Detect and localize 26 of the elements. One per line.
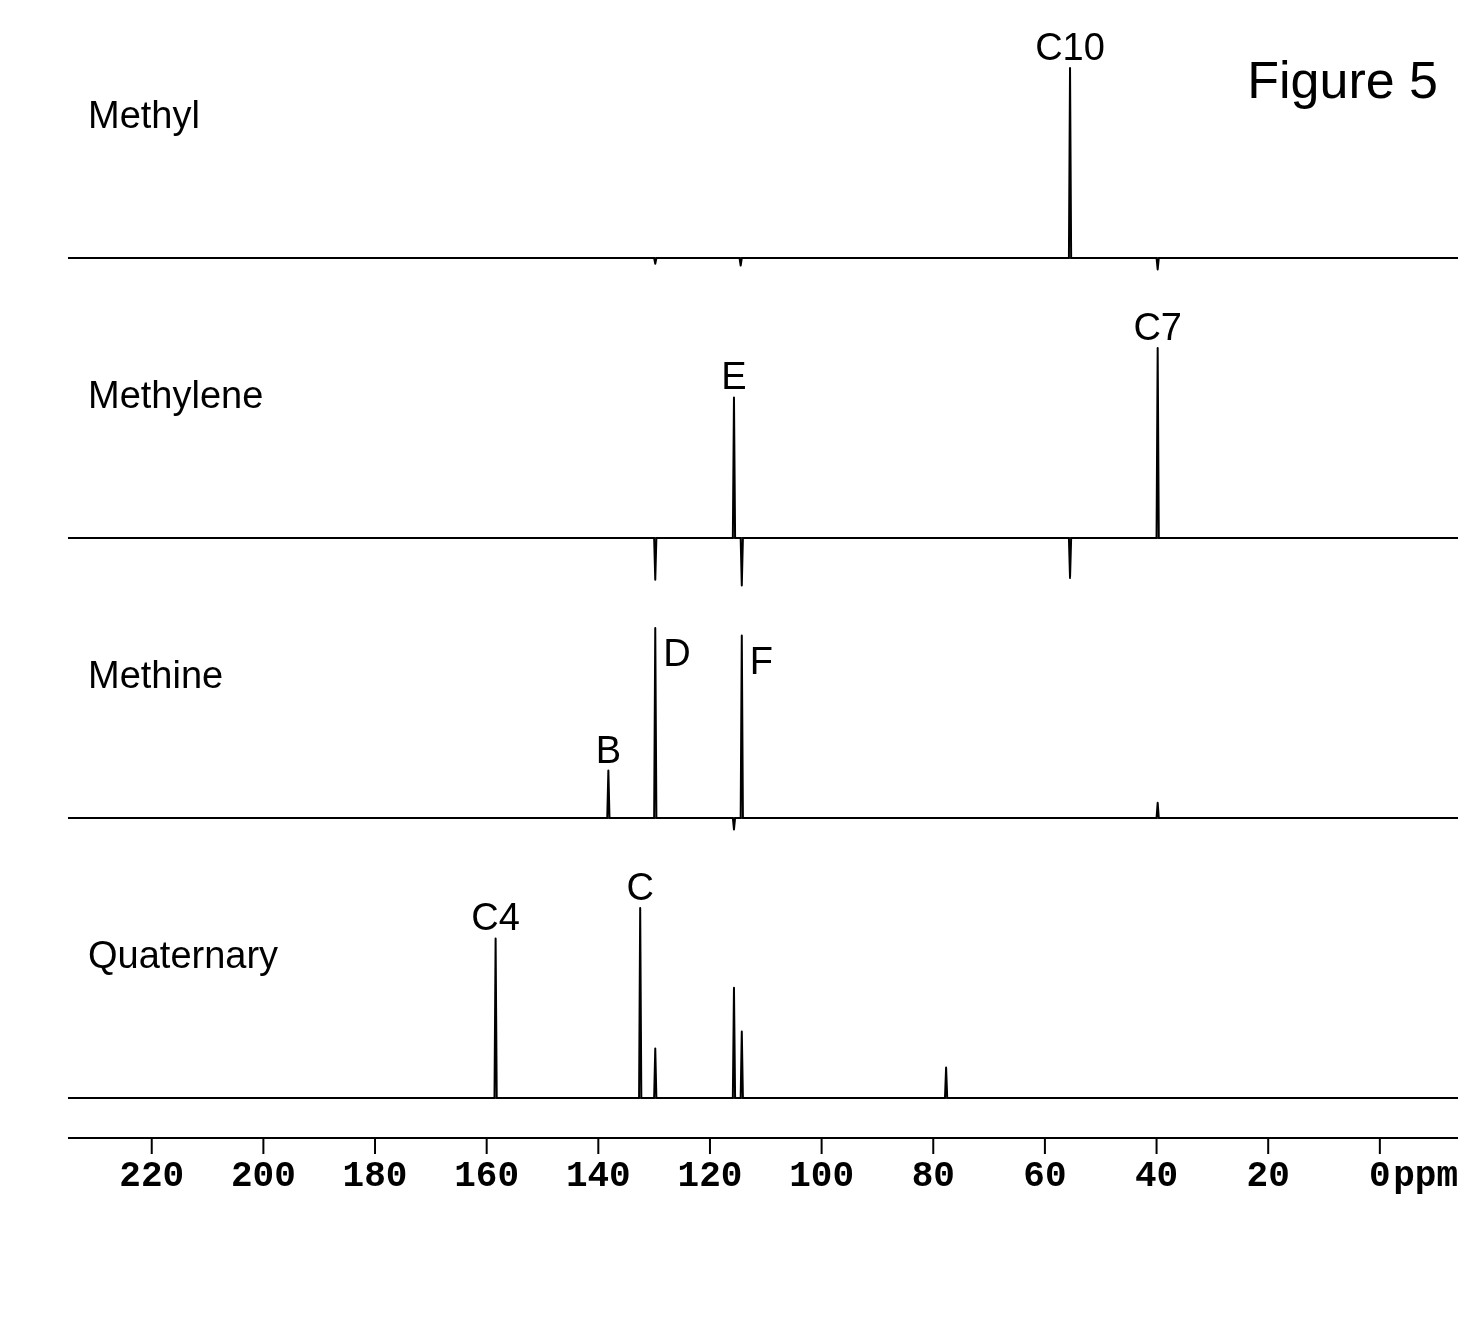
text: Methine	[88, 654, 224, 696]
x-axis-title: ppm	[1393, 1156, 1458, 1197]
text: Quaternary	[88, 934, 279, 976]
text: Methyl	[88, 94, 200, 136]
x-tick-label: 40	[1134, 1156, 1179, 1197]
x-tick-label: 0	[1369, 1156, 1391, 1197]
x-tick-label: 20	[1246, 1156, 1290, 1197]
annotation: Figure 5	[1247, 51, 1438, 109]
x-tick-label: 80	[911, 1156, 955, 1197]
text: Methylene	[88, 374, 264, 416]
annotation: E	[721, 355, 747, 398]
x-tick-label: 200	[230, 1156, 296, 1197]
x-tick-label: 100	[789, 1156, 855, 1197]
x-tick-label: 120	[677, 1156, 743, 1197]
annotation: B	[595, 728, 622, 771]
annotation: D	[663, 632, 691, 674]
x-tick-label: 160	[454, 1156, 520, 1197]
annotation: C10	[1035, 26, 1105, 68]
annotation: C4	[471, 896, 520, 939]
annotation: C	[626, 866, 654, 908]
annotation: F	[749, 639, 774, 682]
x-tick-label: 180	[342, 1156, 408, 1197]
x-tick-label: 60	[1023, 1156, 1067, 1197]
x-tick-label: 220	[119, 1156, 185, 1197]
x-tick-label: 140	[565, 1156, 631, 1197]
annotation: C7	[1133, 306, 1182, 348]
